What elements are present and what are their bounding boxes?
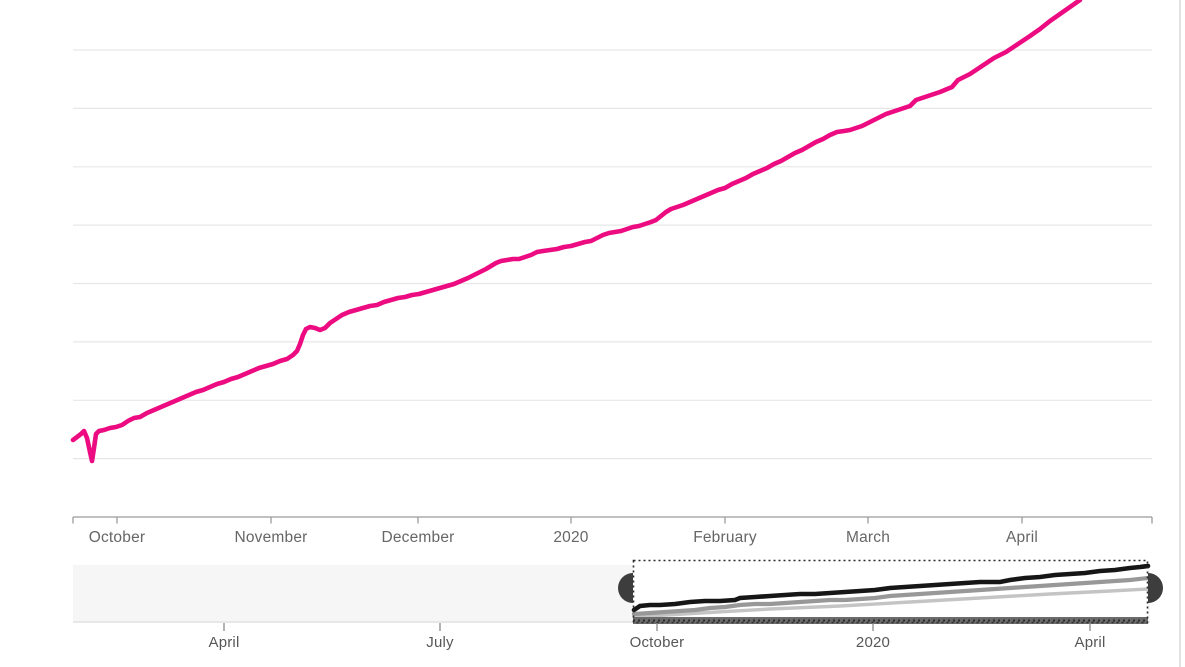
x-axis-label: October	[88, 529, 146, 546]
x-axis-label: March	[845, 529, 891, 546]
main-series-line[interactable]	[70, 0, 1083, 464]
navigator-right-handle[interactable]	[1148, 573, 1163, 603]
navigator-scrollbar[interactable]	[633, 617, 1148, 624]
navigator-selection-border	[632, 559, 1149, 624]
navigator-axis-label: October	[629, 634, 685, 651]
x-axis-label: 2020	[553, 529, 589, 546]
x-axis-label: December	[381, 529, 455, 546]
x-axis-label: April	[1005, 529, 1038, 546]
navigator-left-handle[interactable]	[618, 573, 633, 603]
x-axis-label: November	[234, 529, 308, 546]
navigator-axis-label: April	[1074, 634, 1106, 651]
navigator-axis-label: 2020	[855, 634, 891, 651]
navigator-axis-label: July	[426, 634, 454, 651]
navigator-series-light	[632, 587, 1150, 619]
x-axis-label: February	[693, 529, 757, 546]
navigator-series-dark	[631, 563, 1151, 613]
plot-area-hover-overlay[interactable]	[73, 0, 1152, 517]
navigator-axis-label: April	[208, 634, 240, 651]
navigator-series-gray	[631, 575, 1151, 617]
